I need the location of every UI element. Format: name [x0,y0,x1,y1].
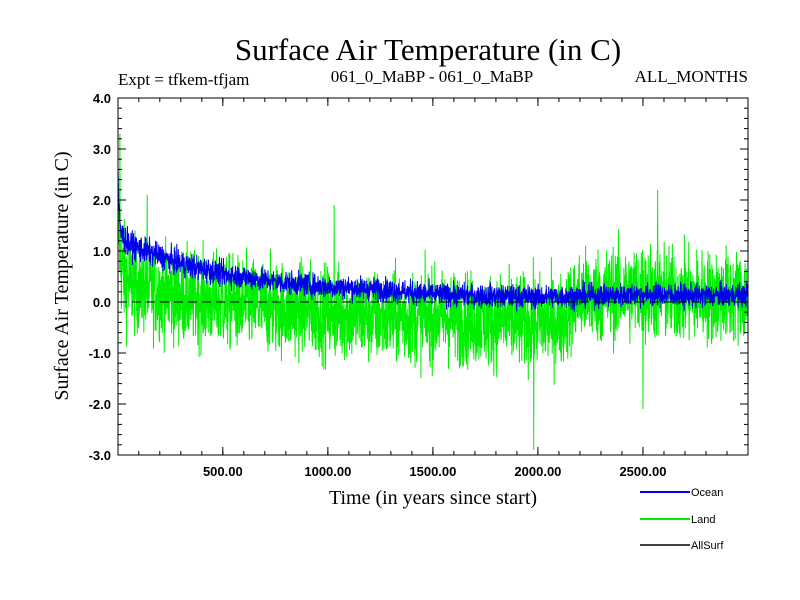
y-tick-label: 4.0 [93,91,111,106]
legend-allsurf-label: AllSurf [691,540,724,552]
series-layer [118,133,748,450]
y-tick-label: -1.0 [89,346,111,361]
period-label: 061_0_MaBP - 061_0_MaBP [331,67,533,86]
y-tick-label: -3.0 [89,448,111,463]
ticks-layer: -3.0 -2.0 -1.0 0.0 1.0 2.0 3.0 4.0 500.00 1000.00… [89,91,748,479]
x-tick-label: 2000.00 [514,464,561,479]
months-label: ALL_MONTHS [635,67,748,86]
y-tick-label: 3.0 [93,142,111,157]
expt-label: Expt = tfkem-tfjam [118,70,249,89]
y-tick-label: 0.0 [93,295,111,310]
chart-title: Surface Air Temperature (in C) [235,32,621,67]
x-tick-label: 2500.00 [619,464,666,479]
x-axis-label: Time (in years since start) [329,487,537,509]
legend: Ocean Land AllSurf [640,487,724,552]
x-tick-label: 500.00 [203,464,243,479]
x-tick-label: 1000.00 [304,464,351,479]
x-tick-label: 1500.00 [409,464,456,479]
legend-ocean-label: Ocean [691,487,723,499]
plot-frame [117,97,749,456]
y-tick-label: -2.0 [89,397,111,412]
y-tick-label: 1.0 [93,244,111,259]
y-tick-label: 2.0 [93,193,111,208]
legend-land-label: Land [691,514,715,526]
series-line-land [118,133,748,450]
series-line-ocean [118,166,748,312]
y-axis-label: Surface Air Temperature (in C) [51,151,73,400]
